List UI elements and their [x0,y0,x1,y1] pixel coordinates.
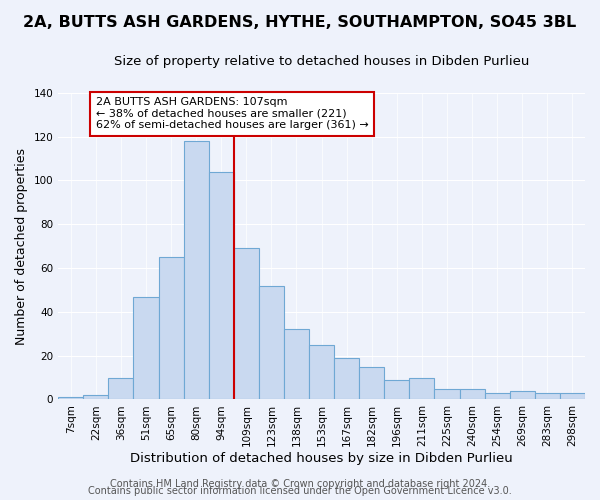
X-axis label: Distribution of detached houses by size in Dibden Purlieu: Distribution of detached houses by size … [130,452,513,465]
Bar [359,366,385,400]
Bar [209,172,234,400]
Bar [234,248,259,400]
Title: Size of property relative to detached houses in Dibden Purlieu: Size of property relative to detached ho… [114,55,529,68]
Text: Contains HM Land Registry data © Crown copyright and database right 2024.: Contains HM Land Registry data © Crown c… [110,479,490,489]
Text: Contains public sector information licensed under the Open Government Licence v3: Contains public sector information licen… [88,486,512,496]
Bar [535,393,560,400]
Bar [109,378,133,400]
Bar [560,393,585,400]
Bar [184,141,209,400]
Bar [259,286,284,400]
Bar [284,330,309,400]
Y-axis label: Number of detached properties: Number of detached properties [15,148,28,344]
Bar [309,344,334,400]
Bar [58,398,83,400]
Bar [83,395,109,400]
Text: 2A BUTTS ASH GARDENS: 107sqm
← 38% of detached houses are smaller (221)
62% of s: 2A BUTTS ASH GARDENS: 107sqm ← 38% of de… [96,97,368,130]
Bar [133,296,158,400]
Bar [334,358,359,400]
Bar [409,378,434,400]
Text: 2A, BUTTS ASH GARDENS, HYTHE, SOUTHAMPTON, SO45 3BL: 2A, BUTTS ASH GARDENS, HYTHE, SOUTHAMPTO… [23,15,577,30]
Bar [460,388,485,400]
Bar [510,390,535,400]
Bar [434,388,460,400]
Bar [485,393,510,400]
Bar [385,380,409,400]
Bar [158,257,184,400]
